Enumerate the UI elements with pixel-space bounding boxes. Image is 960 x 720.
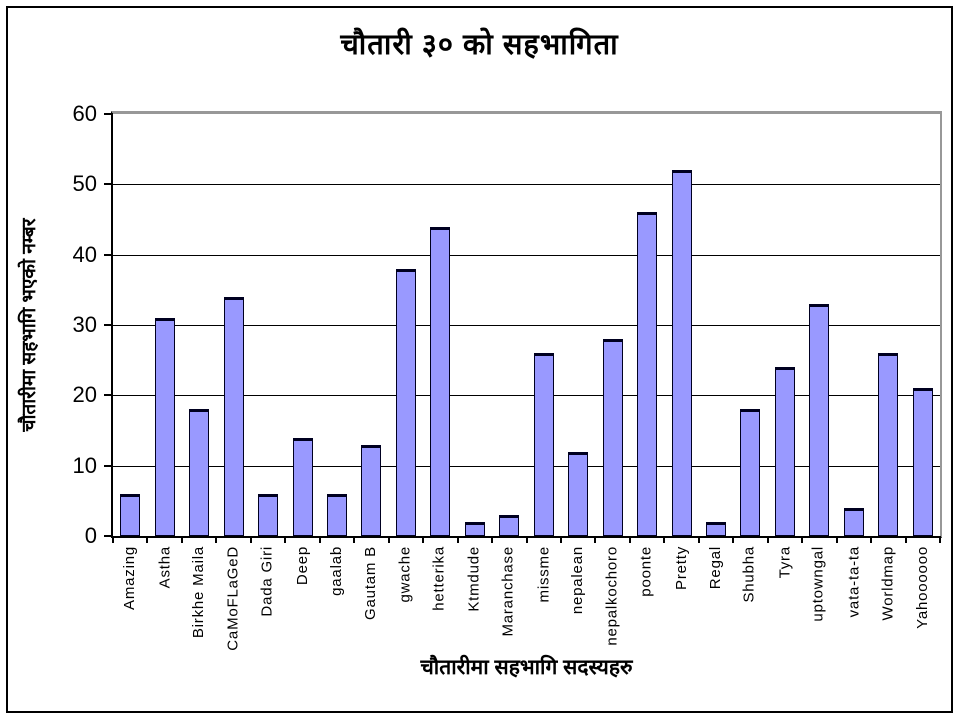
bar-nepalean — [568, 452, 588, 536]
bar-uptowngal — [809, 304, 829, 536]
bar-Worldmap — [878, 353, 898, 536]
bar-gaalab — [327, 494, 347, 536]
x-axis-tick — [319, 536, 321, 543]
x-axis-tick — [767, 536, 769, 543]
bar-Gautam B — [361, 445, 381, 536]
category-label: Dada Giri — [259, 546, 276, 617]
x-axis-tick — [112, 536, 114, 543]
bar-nepalkochoro — [603, 339, 623, 536]
x-axis-tick — [526, 536, 528, 543]
x-axis-tick — [801, 536, 803, 543]
x-axis-tick — [353, 536, 355, 543]
bar-Regal — [706, 522, 726, 536]
category-label: CaMoFLaGeD — [225, 546, 242, 651]
category-label: poonte — [638, 546, 655, 597]
bar-Deep — [293, 438, 313, 536]
y-tick-label: 60 — [72, 101, 97, 126]
y-tick-label: 40 — [72, 242, 97, 267]
x-axis-tick — [215, 536, 217, 543]
y-tick-label: 30 — [72, 312, 97, 337]
gridline — [113, 255, 940, 256]
bar-poonte — [637, 212, 657, 536]
y-axis-tick — [104, 113, 113, 115]
y-tick-label: 50 — [72, 171, 97, 196]
category-label: Ktmdude — [466, 546, 483, 612]
category-label: nepalean — [569, 546, 586, 615]
y-axis-tick — [104, 183, 113, 185]
x-axis-tick — [939, 536, 941, 543]
category-label: vata-ta-ta — [845, 546, 862, 618]
y-axis-tick — [104, 465, 113, 467]
x-axis-tick — [870, 536, 872, 543]
x-axis-tick — [457, 536, 459, 543]
x-axis-tick — [250, 536, 252, 543]
x-axis-tick — [732, 536, 734, 543]
category-label: gaalab — [328, 546, 345, 596]
category-label: uptowngal — [810, 546, 827, 622]
x-axis-tick — [491, 536, 493, 543]
bar-Maranchase — [499, 515, 519, 536]
chart-frame: चौतारी ३० को सहभागिता चौतारीमा सहभागि भए… — [6, 6, 953, 713]
x-axis-tick — [629, 536, 631, 543]
x-axis-tick — [594, 536, 596, 543]
category-label: Astha — [156, 546, 173, 589]
category-label: Maranchase — [500, 546, 517, 637]
gridline — [113, 184, 940, 185]
x-axis-tick — [663, 536, 665, 543]
y-tick-label: 10 — [72, 453, 97, 478]
plot-area — [111, 111, 942, 538]
category-label: gwache — [397, 546, 414, 603]
y-axis-tick — [104, 324, 113, 326]
x-axis-tick — [836, 536, 838, 543]
bar-Pretty — [672, 170, 692, 536]
x-axis-tick — [388, 536, 390, 543]
bar-gwache — [396, 269, 416, 536]
bar-Shubha — [740, 409, 760, 536]
bar-Ktmdude — [465, 522, 485, 536]
bar-Birkhe Maila — [189, 409, 209, 536]
category-label: nepalkochoro — [604, 546, 621, 646]
x-axis-tick — [905, 536, 907, 543]
category-label: Shubha — [741, 546, 758, 603]
bar-CaMoFLaGeD — [224, 297, 244, 536]
x-axis-tick — [560, 536, 562, 543]
y-axis-title: चौतारीमा सहभागि भएको नम्बर — [19, 218, 40, 432]
x-axis-tick — [146, 536, 148, 543]
x-axis-tick — [284, 536, 286, 543]
category-label: Deep — [294, 546, 311, 586]
category-label: hetterika — [431, 546, 448, 611]
y-axis-tick — [104, 254, 113, 256]
category-label: Amazing — [121, 546, 138, 610]
gridline — [113, 466, 940, 467]
chart-title: चौतारी ३० को सहभागिता — [340, 29, 619, 61]
category-label: missme — [535, 546, 552, 603]
gridline — [113, 325, 940, 326]
y-axis-tick — [104, 394, 113, 396]
bar-Yahoooooo — [913, 388, 933, 536]
category-label: Worldmap — [879, 546, 896, 621]
bar-Amazing — [120, 494, 140, 536]
category-label: Gautam B — [362, 546, 379, 620]
bar-Tyra — [775, 367, 795, 536]
bar-Astha — [155, 318, 175, 536]
y-tick-label: 0 — [84, 523, 97, 548]
x-axis-tick — [422, 536, 424, 543]
y-tick-label: 20 — [72, 382, 97, 407]
gridline — [113, 395, 940, 396]
x-axis-tick — [181, 536, 183, 543]
category-label: Yahoooooo — [914, 546, 931, 629]
bar-missme — [534, 353, 554, 536]
category-label: Tyra — [776, 546, 793, 579]
category-label: Birkhe Maila — [190, 546, 207, 639]
x-axis-tick — [698, 536, 700, 543]
y-axis-tick — [104, 535, 113, 537]
bar-Dada Giri — [258, 494, 278, 536]
category-label: Regal — [707, 546, 724, 590]
category-label: Pretty — [673, 546, 690, 590]
x-axis-title: चौतारीमा सहभागि सदस्यहरु — [420, 656, 633, 679]
bar-hetterika — [430, 227, 450, 536]
bar-vata-ta-ta — [844, 508, 864, 536]
